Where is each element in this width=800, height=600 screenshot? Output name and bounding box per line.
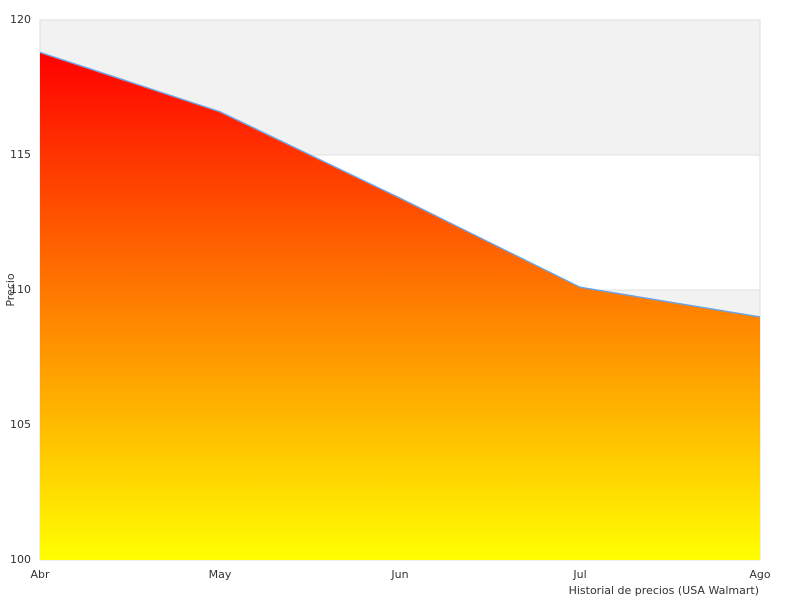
y-axis-title: Precio bbox=[4, 273, 17, 307]
x-axis-title: Historial de precios (USA Walmart) bbox=[569, 584, 759, 597]
y-tick-label: 105 bbox=[10, 418, 31, 431]
x-tick-label: Ago bbox=[749, 568, 771, 581]
y-tick-label: 100 bbox=[10, 553, 31, 566]
x-tick-label: Jun bbox=[390, 568, 408, 581]
y-tick-label: 115 bbox=[10, 148, 31, 161]
area bbox=[40, 52, 760, 561]
x-tick-label: Abr bbox=[30, 568, 50, 581]
y-tick-label: 110 bbox=[10, 283, 31, 296]
x-tick-label: May bbox=[209, 568, 232, 581]
x-tick-label: Jul bbox=[572, 568, 586, 581]
line bbox=[39, 51, 761, 318]
y-tick-label: 120 bbox=[10, 13, 31, 26]
